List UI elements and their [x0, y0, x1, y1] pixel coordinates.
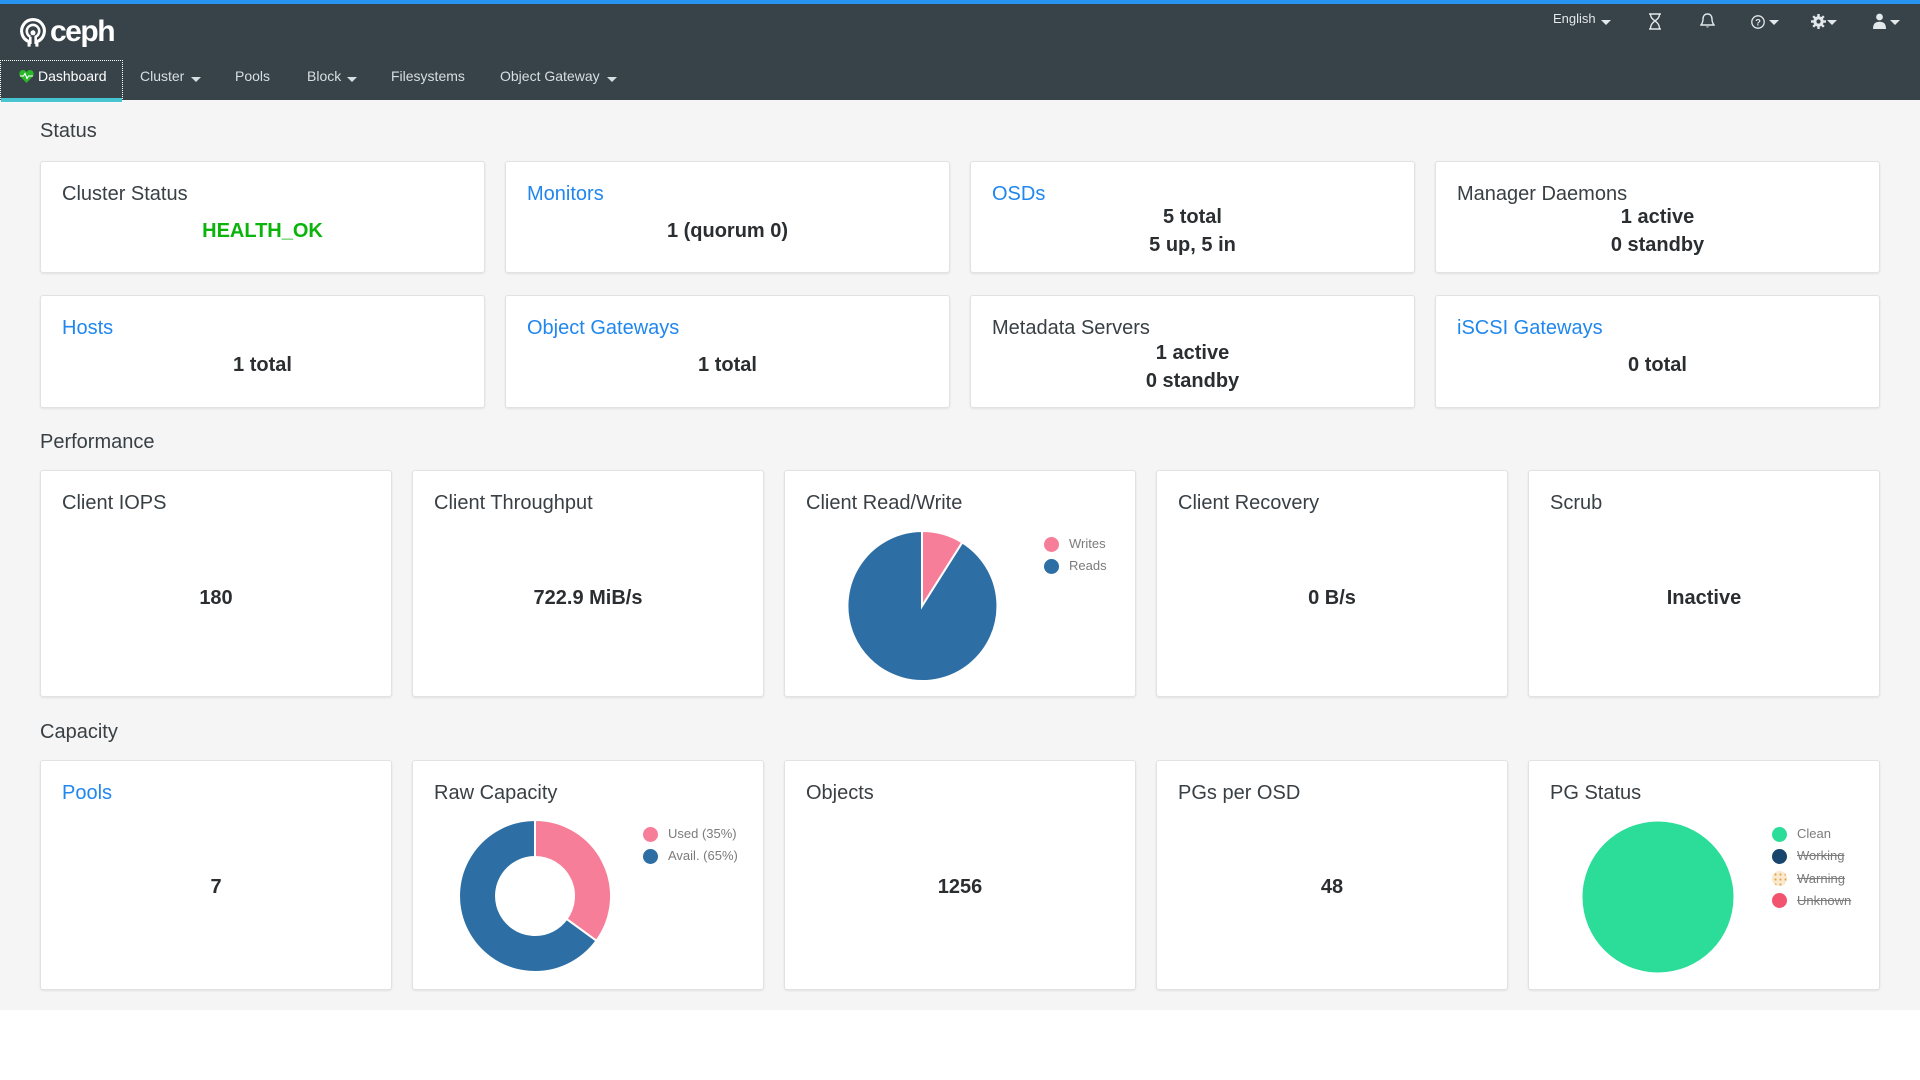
svg-text:?: ?: [1755, 17, 1761, 28]
